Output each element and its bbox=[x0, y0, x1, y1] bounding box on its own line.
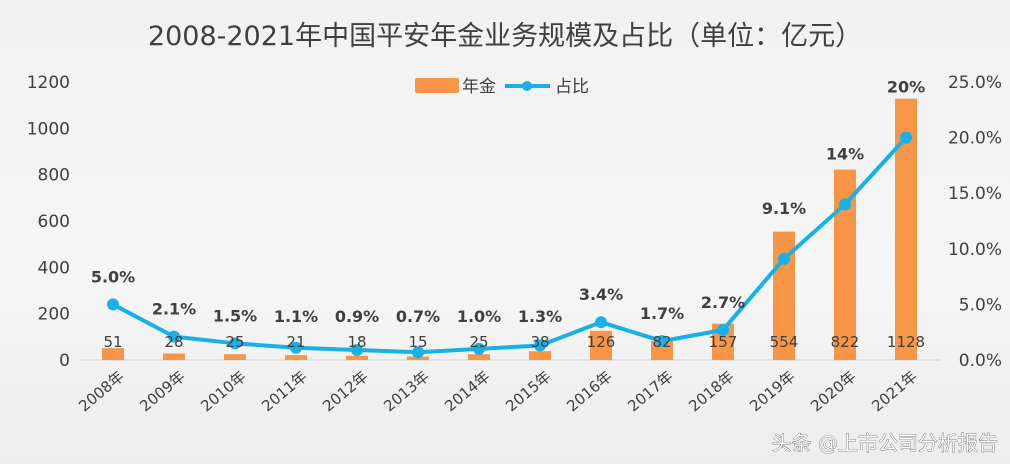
bar-value-label: 554 bbox=[770, 333, 799, 351]
y-right-tick-label: 0.0% bbox=[959, 351, 1002, 371]
bar bbox=[651, 341, 673, 360]
ratio-value-label: 14% bbox=[826, 144, 864, 163]
ratio-point bbox=[412, 346, 424, 359]
y-right-tick-label: 20.0% bbox=[948, 129, 1002, 149]
y-right-tick-label: 15.0% bbox=[948, 184, 1002, 204]
ratio-point bbox=[595, 316, 607, 329]
y-left-tick-label: 200 bbox=[38, 305, 70, 325]
ratio-value-label: 1.3% bbox=[518, 307, 562, 326]
ratio-value-label: 9.1% bbox=[762, 199, 806, 218]
bar bbox=[224, 354, 246, 360]
bar-value-label: 15 bbox=[408, 333, 427, 351]
bar bbox=[895, 98, 917, 361]
bar bbox=[590, 330, 612, 360]
y-right-tick-label: 5.0% bbox=[959, 295, 1002, 315]
ratio-value-label: 0.7% bbox=[396, 307, 440, 326]
ratio-value-label: 20% bbox=[887, 78, 925, 97]
legend-label-line: 占比 bbox=[555, 77, 589, 97]
ratio-value-label: 1.7% bbox=[640, 304, 684, 323]
ratio-value-label: 1.5% bbox=[213, 306, 257, 325]
x-tick-label: 2017年 bbox=[624, 367, 676, 415]
y-left-tick-label: 400 bbox=[38, 258, 70, 278]
x-tick-label: 2020年 bbox=[807, 367, 859, 415]
ratio-point bbox=[107, 298, 119, 311]
ratio-value-label: 2.1% bbox=[152, 300, 196, 319]
ratio-point bbox=[839, 198, 851, 211]
ratio-point bbox=[534, 339, 546, 352]
x-tick-label: 2021年 bbox=[868, 367, 920, 415]
ratio-point bbox=[229, 337, 241, 350]
bar-value-label: 126 bbox=[587, 333, 616, 351]
ratio-point bbox=[778, 252, 790, 265]
bar-value-label: 822 bbox=[831, 333, 860, 351]
bar-value-label: 157 bbox=[709, 333, 738, 351]
x-tick-label: 2014年 bbox=[441, 367, 493, 415]
ratio-point bbox=[168, 330, 180, 343]
x-tick-label: 2013年 bbox=[380, 367, 432, 415]
ratio-point bbox=[900, 131, 912, 144]
x-tick-label: 2015年 bbox=[502, 367, 554, 415]
bar bbox=[529, 351, 551, 360]
y-right-tick-label: 25.0% bbox=[948, 73, 1002, 93]
x-tick-label: 2009年 bbox=[136, 367, 188, 415]
ratio-value-label: 2.7% bbox=[701, 293, 745, 312]
x-tick-label: 2018年 bbox=[685, 367, 737, 415]
x-tick-label: 2016年 bbox=[563, 367, 615, 415]
y-left-tick-label: 1200 bbox=[27, 73, 70, 93]
ratio-value-label: 3.4% bbox=[579, 285, 623, 304]
ratio-value-label: 1.0% bbox=[457, 307, 501, 326]
bar bbox=[102, 348, 124, 360]
ratio-value-label: 0.9% bbox=[335, 307, 379, 326]
bar-value-label: 25 bbox=[469, 333, 488, 351]
ratio-point bbox=[351, 343, 363, 356]
bar-value-label: 25 bbox=[225, 333, 244, 351]
bar bbox=[346, 355, 368, 360]
bar-value-label: 51 bbox=[103, 333, 122, 351]
y-right-tick-label: 10.0% bbox=[948, 240, 1002, 260]
bar bbox=[468, 354, 490, 360]
y-left-tick-label: 1000 bbox=[27, 119, 70, 139]
bar-value-label: 21 bbox=[286, 333, 305, 351]
ratio-point bbox=[290, 341, 302, 354]
legend-marker bbox=[522, 81, 532, 91]
bar-value-label: 1128 bbox=[887, 333, 925, 351]
ratio-value-label: 5.0% bbox=[91, 267, 135, 286]
legend: 年金 占比 bbox=[415, 77, 589, 97]
y-left-tick-label: 600 bbox=[38, 212, 70, 232]
bar-value-label: 28 bbox=[164, 333, 183, 351]
x-tick-label: 2019年 bbox=[746, 367, 798, 415]
bar bbox=[834, 169, 856, 360]
x-tick-label: 2008年 bbox=[75, 367, 127, 415]
x-tick-label: 2010年 bbox=[197, 367, 249, 415]
watermark: 头条 @上市公司分析报告 bbox=[772, 431, 998, 455]
bar bbox=[285, 355, 307, 360]
y-left-tick-label: 0 bbox=[59, 351, 70, 371]
x-tick-label: 2011年 bbox=[258, 367, 310, 415]
ratio-point bbox=[473, 342, 485, 355]
ratio-point bbox=[717, 323, 729, 336]
bar-value-label: 18 bbox=[347, 333, 366, 351]
y-left-tick-label: 800 bbox=[38, 166, 70, 186]
bar bbox=[407, 356, 429, 360]
ratio-value-label: 1.1% bbox=[274, 307, 318, 326]
x-tick-label: 2012年 bbox=[319, 367, 371, 415]
bar-value-label: 82 bbox=[652, 333, 671, 351]
bar-value-label: 38 bbox=[530, 333, 549, 351]
bar bbox=[163, 353, 185, 360]
chart-title: 2008-2021年中国平安年金业务规模及占比（单位：亿元） bbox=[148, 21, 862, 52]
legend-label-bar: 年金 bbox=[462, 77, 496, 97]
ratio-point bbox=[656, 335, 668, 348]
legend-swatch-bar bbox=[415, 78, 459, 93]
ratio-line bbox=[112, 136, 908, 355]
